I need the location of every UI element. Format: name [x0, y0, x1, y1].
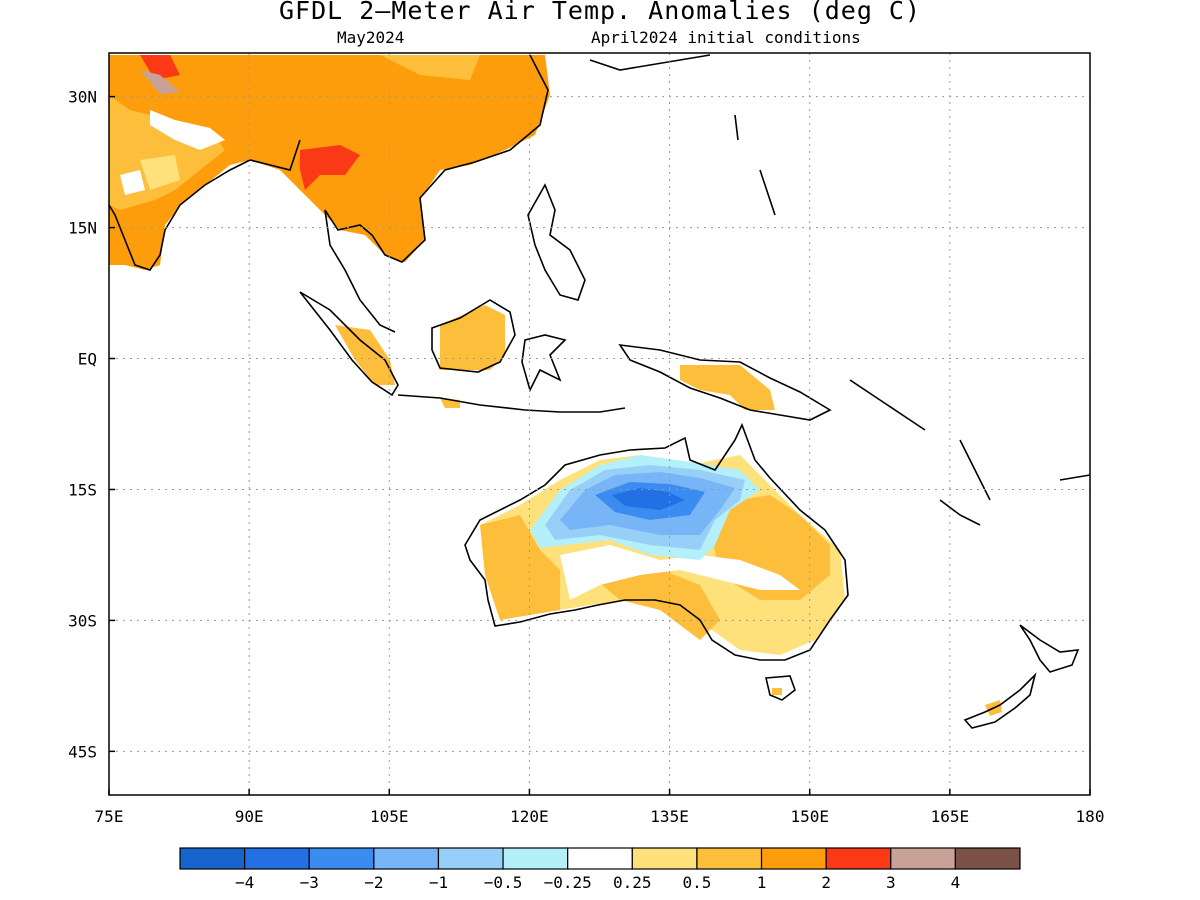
map-frame — [108, 52, 1091, 796]
anomaly-region-sumatra — [335, 325, 395, 385]
colorbar-label: −1 — [429, 873, 448, 892]
lon-tick-label: 120E — [510, 807, 549, 826]
anomaly-region-australia-coolest — [612, 488, 685, 510]
anomaly-region-india-warm — [140, 155, 180, 190]
anomaly-region-india-cool — [120, 170, 145, 195]
coastline-tasmania — [765, 675, 796, 701]
colorbar: −4 −3 −2 −1 −0.5 −0.25 0.25 0.5 1 2 3 4 — [179, 847, 1021, 892]
coastline-pacific-islands — [849, 379, 1090, 526]
coastline-australia — [464, 422, 849, 661]
anomaly-region-tasmania — [772, 688, 782, 695]
colorbar-label: 0.5 — [682, 873, 711, 892]
lat-tick-label: 30S — [68, 611, 97, 630]
anomaly-region-borneo — [440, 305, 505, 370]
colorbar-label: 1 — [757, 873, 767, 892]
colorbar-label: −4 — [235, 873, 254, 892]
colorbar-swatch — [825, 847, 892, 870]
axis-ticks — [108, 95, 1091, 795]
forecast-month: May2024 — [337, 28, 405, 47]
lat-tick-label: EQ — [78, 350, 97, 369]
coastline-newzealand-north — [1019, 624, 1080, 673]
colorbar-swatch — [244, 847, 310, 870]
coastline-asia — [109, 54, 549, 333]
anomaly-region-australia-west — [480, 515, 560, 620]
coastline-sulawesi — [521, 334, 567, 393]
lon-tick-label: 150E — [790, 807, 829, 826]
colorbar-label: −3 — [300, 873, 319, 892]
lon-tick-label: 165E — [931, 807, 970, 826]
colorbar-swatch — [567, 847, 633, 870]
colorbar-swatch — [502, 847, 569, 870]
colorbar-swatch — [631, 847, 698, 870]
colorbar-swatch — [954, 847, 1021, 870]
anomaly-region-himalaya-cool — [150, 110, 225, 150]
lat-tick-label: 15S — [68, 480, 97, 499]
colorbar-label: 0.25 — [613, 873, 652, 892]
colorbar-label: −2 — [364, 873, 383, 892]
colorbar-label: −0.25 — [544, 873, 592, 892]
anomaly-region-tibet-gray — [140, 70, 180, 94]
coastline-newzealand-south — [963, 672, 1037, 729]
coastline-java — [397, 394, 626, 413]
colorbar-swatch — [179, 847, 246, 870]
anomaly-region-newguinea — [680, 365, 775, 410]
anomaly-region-australia-south — [590, 565, 720, 640]
colorbar-swatch — [696, 847, 763, 870]
lat-tick-label: 45S — [68, 742, 97, 761]
colorbar-label: 4 — [951, 873, 961, 892]
lon-tick-label: 135E — [650, 807, 689, 826]
coastlines — [109, 54, 1090, 729]
colorbar-swatch — [437, 847, 504, 870]
colorbar-swatch — [373, 847, 440, 870]
coastline-newguinea — [618, 343, 832, 421]
lat-tick-label: 30N — [68, 88, 97, 107]
colorbar-swatch — [890, 847, 956, 870]
coastline-philippines — [527, 183, 586, 301]
colorbar-label: −0.5 — [484, 873, 523, 892]
colorbar-label: 3 — [886, 873, 896, 892]
colorbar-swatch — [760, 847, 827, 870]
lat-tick-label: 15N — [68, 219, 97, 238]
colorbar-label: 2 — [821, 873, 831, 892]
anomaly-region-australia-neutral — [560, 545, 800, 600]
lon-tick-label: 90E — [235, 807, 264, 826]
map-grid — [109, 53, 1090, 795]
colorbar-swatch — [308, 847, 375, 870]
lon-tick-label: 180 — [1076, 807, 1105, 826]
coastline-borneo — [431, 299, 516, 373]
lon-tick-label: 105E — [370, 807, 409, 826]
coastline-japan-islands — [589, 54, 776, 216]
map-title: GFDL 2—Meter Air Temp. Anomalies (deg C) — [278, 0, 922, 25]
lon-tick-label: 75E — [95, 807, 124, 826]
initial-conditions: April2024 initial conditions — [591, 28, 861, 47]
map-plot-area — [109, 53, 1090, 795]
anomaly-region-hot-core — [140, 55, 360, 190]
coastline-sumatra — [299, 291, 399, 397]
axis-labels: 75E 90E 105E 120E 135E 150E 165E 180 30N 15N EQ 15S… — [68, 88, 1104, 826]
